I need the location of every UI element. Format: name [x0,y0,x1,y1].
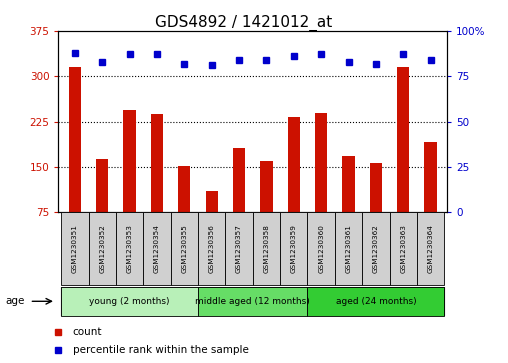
Text: GSM1230362: GSM1230362 [373,224,379,273]
Text: GSM1230351: GSM1230351 [72,224,78,273]
Text: GSM1230357: GSM1230357 [236,224,242,273]
Bar [178,166,190,258]
Bar [69,67,81,258]
Text: middle aged (12 months): middle aged (12 months) [196,297,310,306]
Bar [362,212,390,285]
Bar [315,113,327,258]
Bar [143,212,171,285]
Text: aged (24 months): aged (24 months) [336,297,416,306]
Bar [417,212,444,285]
Bar [233,148,245,258]
Bar [307,212,335,285]
Bar [151,114,163,258]
Text: percentile rank within the sample: percentile rank within the sample [73,345,248,355]
Text: age: age [5,296,24,306]
Text: GDS4892 / 1421012_at: GDS4892 / 1421012_at [155,15,332,31]
Bar [198,212,226,285]
Text: GSM1230355: GSM1230355 [181,224,187,273]
Bar [123,110,136,258]
Text: GSM1230353: GSM1230353 [126,224,133,273]
Text: GSM1230360: GSM1230360 [318,224,324,273]
Text: count: count [73,327,102,337]
Text: GSM1230363: GSM1230363 [400,224,406,273]
Text: GSM1230352: GSM1230352 [99,224,105,273]
Bar [61,212,88,285]
Bar [335,212,362,285]
Bar [425,142,437,258]
Text: GSM1230361: GSM1230361 [345,224,352,273]
Text: GSM1230356: GSM1230356 [209,224,215,273]
Bar [253,212,280,285]
Bar [226,212,253,285]
Bar [171,212,198,285]
Text: GSM1230354: GSM1230354 [154,224,160,273]
Bar [307,287,444,316]
Bar [288,117,300,258]
Bar [397,67,409,258]
Bar [342,156,355,258]
Bar [198,287,307,316]
Bar [260,161,273,258]
Bar [96,159,108,258]
Bar [206,191,218,258]
Text: GSM1230364: GSM1230364 [428,224,434,273]
Bar [370,163,382,258]
Text: young (2 months): young (2 months) [89,297,170,306]
Text: GSM1230359: GSM1230359 [291,224,297,273]
Bar [88,212,116,285]
Bar [390,212,417,285]
Bar [61,287,198,316]
Bar [280,212,307,285]
Bar [116,212,143,285]
Text: GSM1230358: GSM1230358 [264,224,269,273]
